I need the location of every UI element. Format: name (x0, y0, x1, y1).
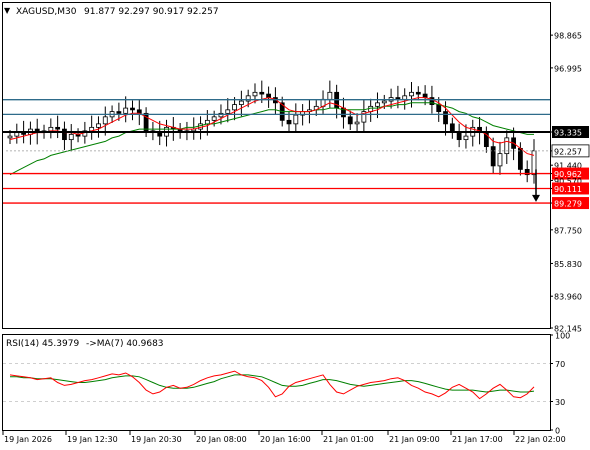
candle-body (429, 97, 435, 105)
candle-body (55, 126, 61, 130)
candle-body (232, 104, 237, 111)
price-panel[interactable] (2, 2, 551, 329)
price-tag (552, 197, 589, 210)
candle-body (62, 128, 67, 141)
price-tick-label: 98.865 (554, 32, 582, 41)
candle-body (245, 95, 251, 102)
price-series-layer (3, 80, 550, 204)
time-tick-label: 21 Jan 17:00 (452, 435, 503, 444)
rsi-series-layer (3, 363, 550, 402)
symbol-marker-icon: ▼ (4, 6, 11, 15)
candle-body (204, 119, 210, 125)
candle-body (266, 93, 271, 98)
rsi-tick-label: 70 (555, 360, 565, 369)
rsi-line (9, 370, 535, 400)
time-tick-label: 21 Jan 09:00 (389, 435, 440, 444)
candle-body (293, 114, 299, 125)
candle-body (463, 135, 469, 141)
candle-body (14, 132, 20, 137)
price-tag (552, 182, 589, 195)
rsi-tick-label: 100 (555, 332, 570, 341)
candle-body (7, 135, 13, 139)
candle-body (218, 112, 224, 118)
candle-body (252, 91, 258, 97)
candle-body (48, 126, 54, 132)
candle-body (517, 147, 523, 170)
candle-body (497, 153, 503, 167)
ma-slow-line (9, 102, 534, 176)
candle-body (504, 137, 510, 155)
candle-body (102, 116, 108, 125)
price-tick-label: 90.111 (554, 185, 582, 194)
candle-body (68, 133, 74, 141)
candle-body (286, 119, 292, 125)
price-tick-label: 91.440 (554, 162, 582, 171)
time-tick-label: 19 Jan 2026 (4, 435, 52, 444)
rsi-ma-label: ->MA(7) 40.9683 (86, 339, 164, 349)
candle-body (347, 116, 353, 125)
candle-body (361, 111, 367, 123)
candle-body (456, 132, 462, 141)
price-tick-label: 93.335 (554, 129, 582, 138)
time-tick-label: 21 Jan 01:00 (323, 435, 374, 444)
candle-body (422, 93, 428, 98)
candle-body (123, 107, 129, 114)
candle-body (130, 107, 135, 111)
candle-body (143, 112, 149, 132)
candle-body (259, 91, 265, 95)
price-tick-label: 96.995 (554, 64, 582, 73)
time-tick-label: 20 Jan 08:00 (196, 435, 247, 444)
price-tag (551, 144, 590, 158)
time-tick-label: 19 Jan 12:30 (67, 435, 118, 444)
time-tick-label: 19 Jan 20:30 (131, 435, 182, 444)
rsi-ma-line (10, 374, 535, 393)
ohlc-readout: 91.877 92.297 90.917 92.257 (84, 7, 219, 17)
rsi-tick-label: 30 (555, 398, 565, 407)
candle-body (415, 91, 421, 95)
candle-body (409, 91, 414, 97)
symbol-title: XAGUSD,M30 (16, 7, 77, 17)
price-tick-label: 89.279 (554, 200, 582, 209)
candle-body (402, 95, 408, 100)
price-tick-label: 90.962 (554, 170, 582, 179)
ma-fast-line (9, 97, 535, 156)
candle-body (354, 121, 360, 125)
price-tick-label: 90.570 (554, 177, 582, 186)
rsi-axis: 100 70 30 0 (550, 332, 570, 436)
candle-body (211, 116, 217, 121)
candle-body (436, 104, 442, 112)
price-tick-label: 83.960 (554, 293, 582, 302)
candle-body (116, 111, 122, 114)
candle-body (381, 100, 387, 104)
candle-body (443, 111, 448, 125)
time-tick-label: 20 Jan 16:00 (260, 435, 311, 444)
time-tick-label: 22 Jan 02:00 (515, 435, 566, 444)
candle-body (524, 168, 530, 176)
rsi-tick-label: 0 (555, 427, 560, 436)
rsi-label: RSI(14) 45.3979 (6, 339, 79, 349)
price-tick-label: 92.257 (554, 147, 582, 156)
candle-body (157, 132, 163, 137)
candle-body (327, 91, 333, 100)
candle-body (96, 123, 101, 128)
price-tag (552, 126, 589, 139)
candle-body (225, 109, 231, 114)
price-tick-label: 87.750 (554, 226, 582, 235)
down-arrow-icon (532, 194, 540, 202)
candle-body (375, 102, 380, 107)
candle-body (490, 146, 496, 167)
price-tag (552, 167, 589, 180)
candle-body (238, 100, 244, 105)
price-tick-label: 82.145 (554, 325, 582, 334)
time-axis: 19 Jan 2026 19 Jan 12:30 19 Jan 20:30 20 Ja… (2, 431, 566, 444)
price-axis: 98.865 96.995 93.335 92.257 91.44090.96290.5… (550, 32, 590, 334)
candle-body (198, 123, 203, 130)
price-tick-label: 85.830 (554, 260, 582, 269)
